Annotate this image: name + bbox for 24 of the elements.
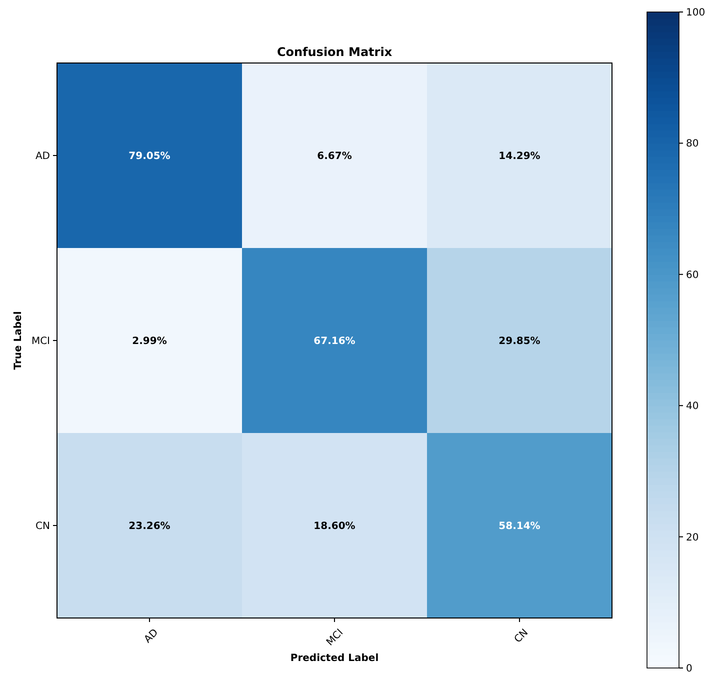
y-tick-label: CN	[36, 521, 50, 532]
data-label: 6.67%	[317, 151, 352, 162]
color-bar-label: 40	[686, 401, 699, 412]
x-tick-label: AD	[142, 627, 161, 646]
color-bar-label: 80	[686, 138, 699, 150]
x-tick-label: CN	[512, 627, 531, 646]
data-label: 14.29%	[498, 151, 540, 162]
data-label: 79.05%	[128, 151, 170, 162]
y-axis-title: True Label	[13, 311, 24, 370]
chart-title: Confusion Matrix	[276, 45, 392, 59]
x-axis-title: Predicted Label	[290, 653, 379, 664]
data-label: 29.85%	[498, 336, 540, 347]
data-label: 67.16%	[314, 336, 356, 347]
data-label: 23.26%	[128, 521, 170, 532]
color-bar-label: 20	[686, 532, 699, 544]
color-bar-label: 0	[686, 664, 692, 673]
data-label: 18.60%	[314, 521, 356, 532]
x-tick-label: MCI	[324, 627, 346, 648]
y-tick-label: AD	[35, 151, 50, 162]
color-bar-label: 60	[686, 270, 699, 281]
data-label: 58.14%	[498, 521, 540, 532]
color-bar-label: 100	[686, 8, 705, 18]
y-tick-label: MCI	[31, 336, 50, 347]
data-label: 2.99%	[132, 336, 167, 347]
